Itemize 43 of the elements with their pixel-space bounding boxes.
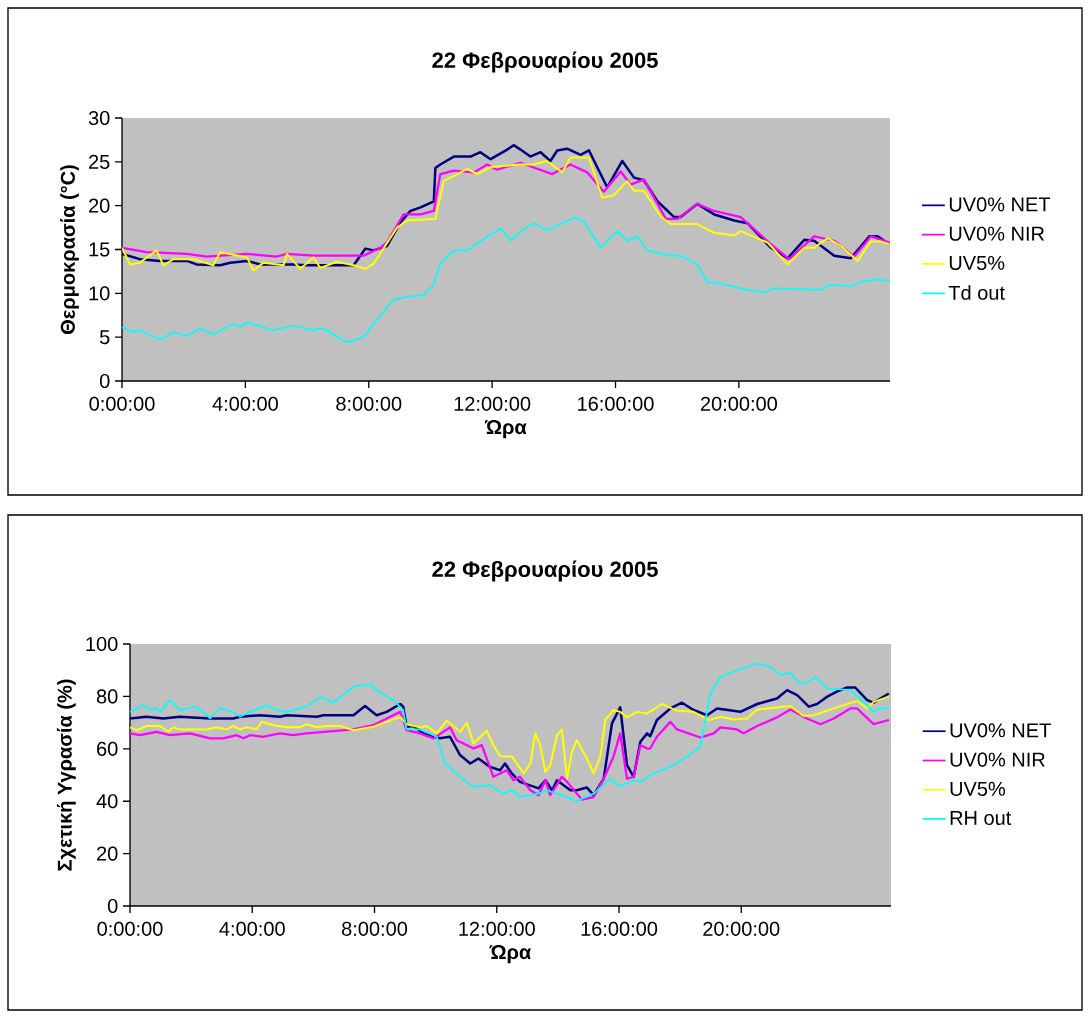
y-tick-label: 15: [89, 242, 110, 257]
y-tick-label: 80: [96, 689, 118, 704]
y-tick-label: 20: [97, 846, 118, 861]
y-tick-label: 10: [89, 286, 110, 301]
x-tick-label: 16:00:00: [581, 921, 658, 936]
y-tick-label: 20: [89, 198, 110, 213]
y-tick-label: 5: [99, 330, 110, 345]
line-series: [130, 662, 890, 802]
y-tick-label: 25: [89, 154, 110, 169]
x-tick-label: 4:00:00: [212, 396, 278, 411]
x-tick-label: 12:00:00: [454, 396, 531, 411]
y-axis-title: Σχετική Υγρασία (%): [56, 679, 76, 871]
legend-label: UV5%: [949, 255, 1005, 271]
y-tick-label: 60: [97, 741, 118, 756]
line-series: [122, 217, 891, 344]
y-tick-label: 0: [107, 898, 118, 914]
chart-title: 22 Φεβρουαρίου 2005: [432, 560, 658, 582]
y-tick-label: 30: [88, 110, 110, 126]
legend-label: UV0% NET: [950, 723, 1051, 738]
legend-label: UV5%: [950, 781, 1006, 796]
x-tick-label: 0:00:00: [89, 396, 155, 411]
line-series: [130, 707, 891, 801]
legend-label: UV0% NET: [949, 197, 1051, 212]
x-tick-label: 8:00:00: [336, 396, 402, 411]
y-tick-label: 0: [99, 373, 110, 389]
x-tick-label: 12:00:00: [459, 921, 535, 936]
legend-label: Td out: [948, 285, 1005, 300]
y-axis-title: Θερμοκρασία (°C): [60, 165, 79, 334]
x-tick-label: 8:00:00: [342, 921, 408, 936]
legend-label: UV0% NIR: [949, 226, 1045, 241]
x-tick-label: 20:00:00: [703, 921, 780, 936]
x-tick-label: 4:00:00: [219, 921, 285, 936]
x-tick-label: 0:00:00: [97, 921, 163, 936]
x-tick-label: 20:00:00: [700, 396, 777, 411]
line-series: [130, 695, 890, 780]
x-tick-label: 16:00:00: [578, 396, 654, 411]
y-tick-label: 100: [86, 636, 118, 652]
x-axis-title: Ώρα: [489, 945, 532, 964]
y-tick-label: 40: [96, 794, 118, 809]
chart-title: 22 Φεβρουαρίου 2005: [432, 51, 658, 73]
legend-label: RH out: [950, 811, 1012, 825]
x-axis-title: Ώρα: [484, 420, 527, 439]
legend-label: UV0% NIR: [950, 752, 1045, 767]
